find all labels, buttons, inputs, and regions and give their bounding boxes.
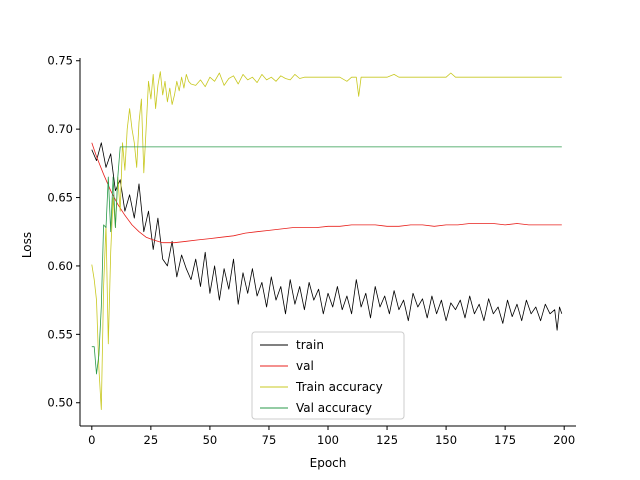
series-line-1 — [91, 142, 562, 244]
legend-label: val — [296, 359, 314, 373]
y-tick-label: 0.60 — [47, 259, 73, 273]
plot-lines — [91, 71, 563, 410]
legend: train val Train accuracy Val accuracy — [251, 331, 405, 420]
legend-box — [251, 331, 405, 420]
y-tick-label: 0.55 — [47, 327, 73, 341]
legend-label: Train accuracy — [295, 380, 383, 394]
series-line-0 — [91, 142, 563, 331]
y-tick-label: 0.70 — [47, 122, 73, 136]
x-tick-label: 25 — [144, 433, 159, 447]
x-tick-label: 75 — [262, 433, 277, 447]
x-tick-label: 0 — [88, 433, 95, 447]
x-tick-label: 100 — [317, 433, 339, 447]
y-axis-title: Loss — [20, 232, 34, 258]
x-tick-label: 125 — [376, 433, 398, 447]
series-line-2 — [91, 71, 562, 410]
legend-label: Val accuracy — [296, 401, 372, 415]
x-tick-label: 175 — [494, 433, 516, 447]
x-tick-label: 50 — [203, 433, 218, 447]
x-tick-label: 150 — [435, 433, 457, 447]
ticks: 0 25 50 75 100 125 150 175 200 0.50 0.55 0.60 0.65 0.… — [47, 54, 575, 447]
y-tick-label: 0.50 — [47, 396, 73, 410]
legend-label: train — [296, 338, 324, 352]
x-axis-title: Epoch — [310, 456, 347, 470]
series-line-3 — [91, 146, 562, 375]
x-tick-label: 200 — [553, 433, 575, 447]
y-tick-label: 0.65 — [47, 191, 73, 205]
y-tick-label: 0.75 — [47, 54, 73, 68]
